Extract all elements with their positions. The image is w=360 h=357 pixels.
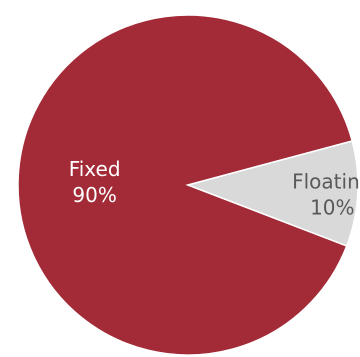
pie-slice-fixed [17,14,354,356]
pie-slice-category: Fixed [69,157,121,181]
pie-slice-label-floating: Floating10% [292,170,360,220]
pie-slice-value: 90% [72,183,116,207]
pie-slice-floating [185,140,359,247]
pie-slice-category: Floating [292,170,360,194]
pie-slice-label-fixed: Fixed 90% [69,157,121,207]
pie-slice-value: 10% [310,196,354,220]
